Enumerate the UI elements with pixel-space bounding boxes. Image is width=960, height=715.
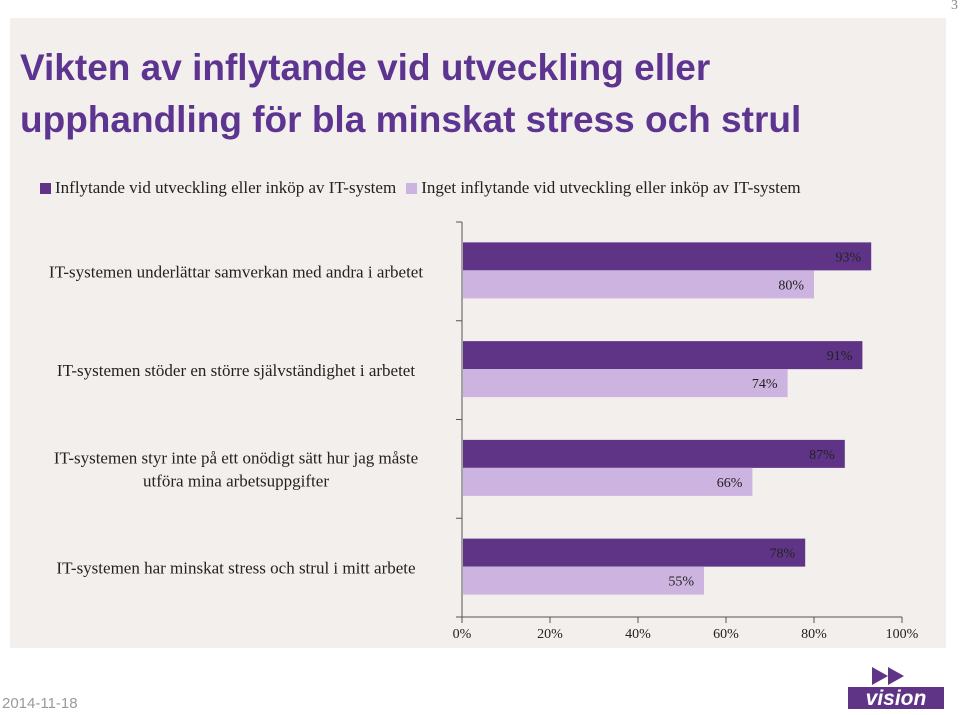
bar-series-2 <box>463 467 753 496</box>
data-label-series-1: 93% <box>836 250 862 265</box>
x-tick-label: 0% <box>453 627 472 642</box>
x-tick-label: 20% <box>537 627 563 642</box>
bar-series-2 <box>463 270 814 299</box>
bar-series-2 <box>463 369 788 398</box>
x-tick-label: 60% <box>713 627 739 642</box>
category-label-line: IT-systemen har minskat stress och strul… <box>56 559 415 578</box>
data-label-series-1: 78% <box>770 547 796 562</box>
data-label-series-2: 66% <box>717 476 743 491</box>
bar-series-2 <box>463 566 704 595</box>
category-label-line: IT-systemen underlättar samverkan med an… <box>49 262 423 281</box>
slide-date: 2014-11-18 <box>2 695 78 712</box>
x-tick-label: 100% <box>886 627 919 642</box>
page-number: 3 <box>951 0 958 13</box>
category-label-line: IT-systemen styr inte på ett onödigt sät… <box>54 448 418 467</box>
chart-legend: Inflytande vid utveckling eller inköp av… <box>40 178 811 198</box>
data-label-series-1: 91% <box>827 349 853 364</box>
legend-label-series-2: Inget inflytande vid utveckling eller in… <box>421 178 801 197</box>
legend-item-series-1: Inflytande vid utveckling eller inköp av… <box>40 178 396 198</box>
bar-series-1 <box>463 242 872 271</box>
x-tick-label: 80% <box>801 627 827 642</box>
slide-title: Vikten av inflytande vid utveckling elle… <box>20 47 802 140</box>
category-label: IT-systemen stöder en större självständi… <box>57 361 415 380</box>
data-label-series-2: 55% <box>668 575 694 590</box>
data-label-series-2: 80% <box>778 278 804 293</box>
legend-swatch-series-1 <box>40 182 51 194</box>
category-label-line: utföra mina arbetsuppgifter <box>143 471 329 490</box>
legend-item-series-2: Inget inflytande vid utveckling eller in… <box>406 178 801 198</box>
bar-series-1 <box>463 439 845 468</box>
legend-swatch-series-2 <box>406 182 418 194</box>
category-label: IT-systemen underlättar samverkan med an… <box>49 262 423 281</box>
bar-series-1 <box>463 538 806 567</box>
category-label-line: IT-systemen stöder en större självständi… <box>57 361 415 380</box>
category-label: IT-systemen styr inte på ett onödigt sät… <box>54 448 418 490</box>
data-label-series-1: 87% <box>809 448 835 463</box>
legend-label-series-1: Inflytande vid utveckling eller inköp av… <box>55 178 397 197</box>
vision-logo: vision <box>848 667 944 710</box>
x-tick-label: 40% <box>625 627 651 642</box>
category-label: IT-systemen har minskat stress och strul… <box>56 559 415 578</box>
svg-text:vision: vision <box>866 687 927 710</box>
data-label-series-2: 74% <box>752 377 778 392</box>
bar-series-1 <box>463 341 863 370</box>
